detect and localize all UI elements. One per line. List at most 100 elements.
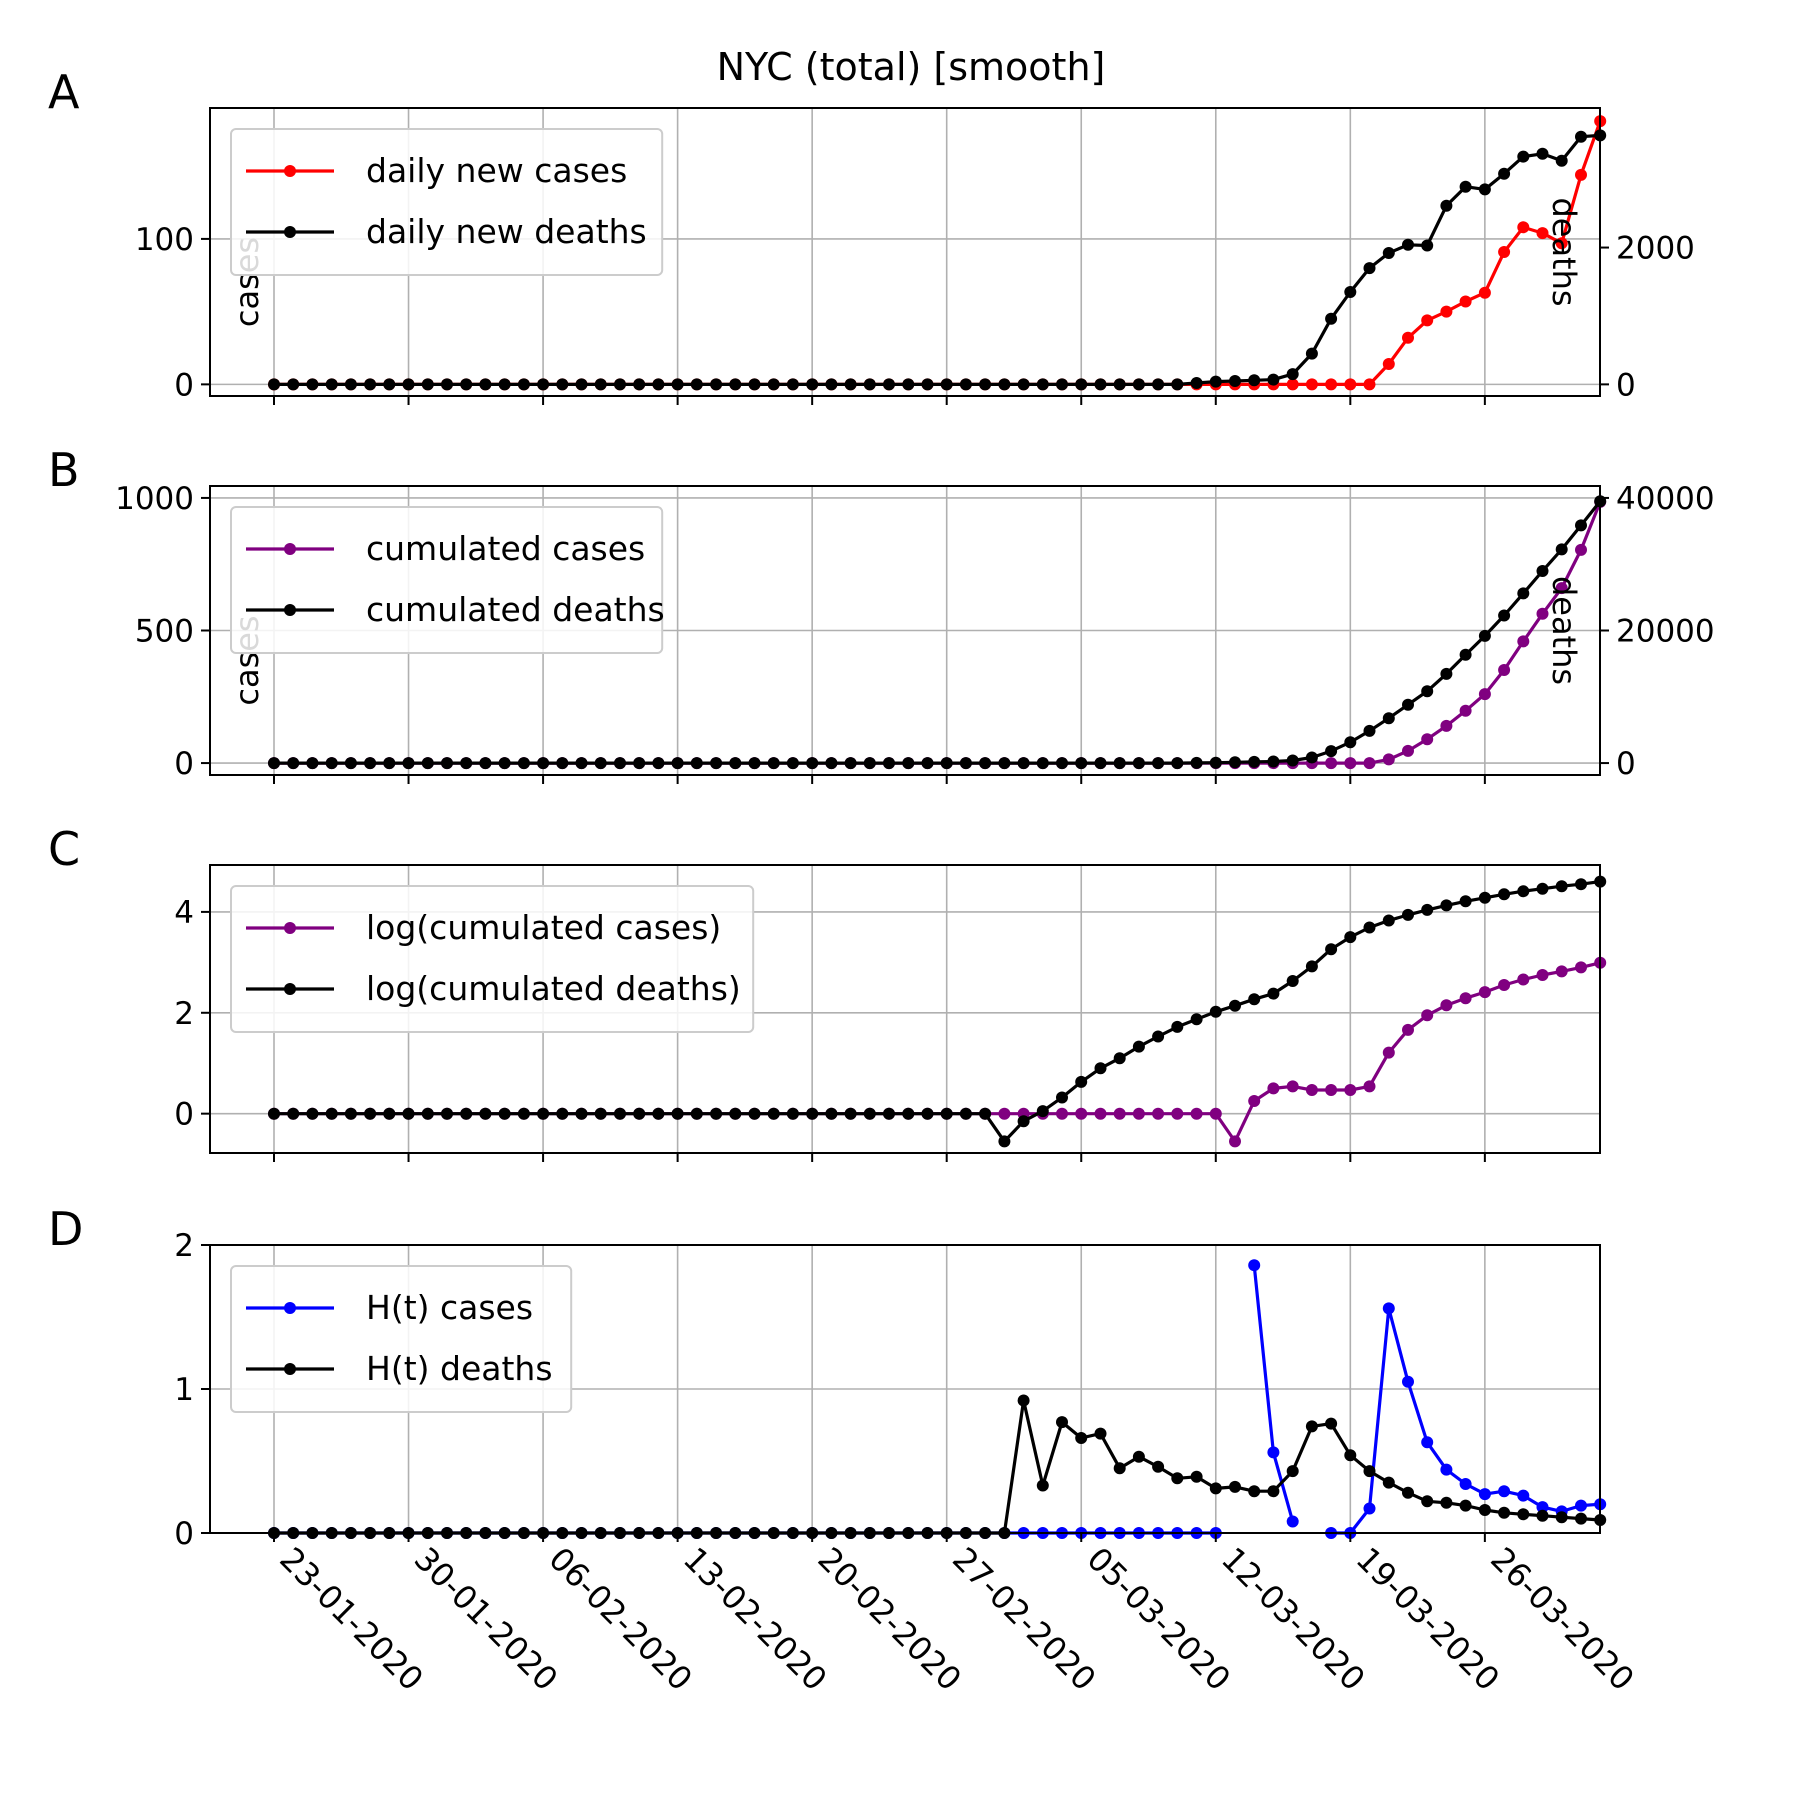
data-point — [1555, 1511, 1568, 1524]
data-point — [1498, 246, 1511, 258]
data-point — [1440, 667, 1453, 680]
panel-D: D 0 1 2 H(t) cases H(t) deaths 23-01-202030-01… — [48, 1202, 1642, 1698]
data-point — [306, 378, 319, 391]
data-point — [402, 757, 415, 770]
data-point — [1094, 378, 1107, 391]
data-point — [1459, 992, 1472, 1005]
data-point — [1402, 698, 1414, 711]
data-point — [1536, 882, 1549, 895]
y-tick-label: 0 — [174, 1516, 194, 1552]
data-point — [1286, 754, 1299, 767]
data-point — [1478, 629, 1491, 642]
figure-title: NYC (total) [smooth] — [717, 45, 1106, 89]
data-point — [1363, 1080, 1376, 1093]
legend-label: H(t) cases — [366, 1288, 533, 1327]
data-point — [344, 1107, 357, 1120]
series-line — [274, 880, 1601, 1144]
data-point — [1171, 1107, 1184, 1120]
data-point — [325, 378, 338, 391]
data-point — [921, 1107, 934, 1120]
data-point — [1267, 755, 1280, 768]
data-point — [287, 378, 300, 391]
data-point — [1402, 744, 1414, 757]
data-point — [1017, 1115, 1030, 1128]
data-point — [1478, 183, 1491, 196]
legend-box — [230, 885, 755, 1033]
data-point — [1517, 587, 1530, 600]
series-h-t-deaths — [268, 1394, 1607, 1539]
data-point — [844, 757, 857, 770]
legend-box — [230, 128, 664, 276]
data-point — [1248, 374, 1261, 387]
data-point — [1152, 378, 1165, 391]
data-point — [1517, 1508, 1530, 1521]
data-point — [1517, 885, 1530, 898]
data-point — [1459, 648, 1472, 661]
data-point — [1017, 1394, 1030, 1407]
data-point — [383, 757, 396, 770]
data-point — [1132, 757, 1145, 770]
data-point — [1305, 960, 1318, 973]
data-point — [556, 757, 569, 770]
data-point — [1209, 756, 1222, 769]
data-point — [383, 378, 396, 391]
data-point — [1421, 685, 1434, 698]
data-point — [1575, 543, 1587, 556]
data-point — [1248, 1095, 1261, 1107]
panel-label: C — [48, 822, 80, 876]
data-point — [902, 1107, 915, 1120]
panel-C: C 0 2 4 log(cumulated cases) log(cumulated de… — [48, 822, 1607, 1162]
data-point — [1248, 1485, 1261, 1498]
data-point — [1478, 286, 1491, 299]
data-point — [1536, 969, 1549, 981]
data-point — [287, 757, 300, 770]
data-point — [1363, 921, 1376, 934]
data-point — [1536, 1509, 1549, 1522]
data-point — [537, 378, 550, 391]
data-point — [1536, 227, 1549, 240]
data-point — [1286, 378, 1299, 391]
data-point — [1478, 688, 1491, 701]
data-point — [268, 757, 280, 770]
data-point — [421, 378, 434, 391]
data-point — [1517, 635, 1530, 648]
data-point — [556, 1107, 569, 1120]
data-point — [1440, 999, 1453, 1012]
data-point — [1094, 757, 1107, 770]
data-point — [1382, 712, 1395, 725]
data-point — [1075, 1075, 1088, 1088]
legend-marker — [284, 226, 296, 238]
data-point — [614, 757, 626, 770]
legend-box — [230, 506, 664, 654]
axes-frame — [209, 107, 1601, 397]
data-point — [1440, 305, 1453, 318]
data-point — [1152, 1460, 1165, 1473]
x-tick-label: 13-02-2020 — [676, 1540, 834, 1698]
data-point — [1113, 757, 1126, 770]
x-tick-label: 27-02-2020 — [945, 1540, 1103, 1698]
data-point — [1402, 238, 1414, 251]
data-point — [1421, 1495, 1434, 1508]
data-point — [1036, 1105, 1049, 1118]
data-point — [325, 757, 338, 770]
data-point — [268, 1107, 280, 1120]
data-point — [325, 1107, 338, 1120]
data-point — [1402, 908, 1414, 921]
y-right-tick-label: 40000 — [1616, 481, 1715, 517]
data-point — [806, 1107, 819, 1120]
data-point — [1286, 1080, 1299, 1093]
data-point — [1267, 987, 1280, 1000]
data-point — [1382, 1302, 1395, 1315]
data-point — [1478, 1488, 1491, 1501]
data-point — [1190, 1107, 1203, 1120]
data-point — [344, 378, 357, 391]
y-tick-label: 100 — [135, 222, 194, 258]
data-point — [690, 378, 703, 391]
data-point — [498, 1107, 511, 1120]
y-axis-label-right: deaths — [1545, 197, 1583, 306]
data-point — [1094, 1062, 1107, 1075]
legend-label: daily new deaths — [366, 212, 647, 251]
data-point — [1171, 757, 1184, 770]
data-point — [1498, 979, 1511, 991]
data-point — [806, 757, 819, 770]
